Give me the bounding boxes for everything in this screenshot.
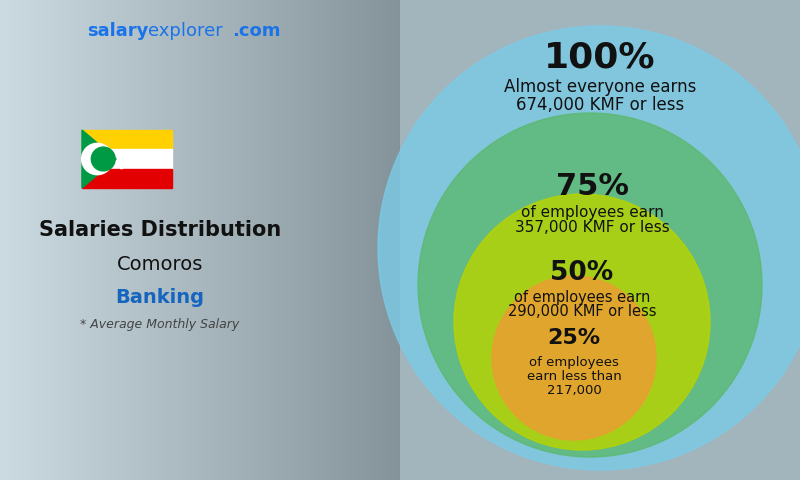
Text: earn less than: earn less than [526, 370, 622, 383]
Circle shape [91, 147, 115, 171]
Text: of employees earn: of employees earn [514, 290, 650, 305]
Text: of employees: of employees [529, 356, 619, 369]
Circle shape [492, 276, 656, 440]
Text: 50%: 50% [550, 260, 614, 286]
Bar [82, 130, 172, 149]
Text: Comoros: Comoros [117, 255, 203, 274]
Text: * Average Monthly Salary: * Average Monthly Salary [80, 318, 240, 331]
Text: 217,000: 217,000 [546, 384, 602, 397]
Text: 357,000 KMF or less: 357,000 KMF or less [514, 220, 670, 235]
Circle shape [378, 26, 800, 470]
Circle shape [454, 194, 710, 450]
Text: 100%: 100% [544, 40, 656, 74]
Text: Salaries Distribution: Salaries Distribution [39, 220, 281, 240]
Circle shape [418, 113, 762, 457]
Text: 674,000 KMF or less: 674,000 KMF or less [516, 96, 684, 114]
Text: Banking: Banking [115, 288, 205, 307]
Text: 290,000 KMF or less: 290,000 KMF or less [508, 304, 656, 319]
Text: of employees earn: of employees earn [521, 205, 663, 220]
Text: 75%: 75% [555, 172, 629, 201]
Bar [82, 149, 172, 168]
Text: explorer: explorer [148, 22, 222, 40]
Text: .com: .com [232, 22, 281, 40]
Text: 25%: 25% [547, 328, 601, 348]
Bar [82, 168, 172, 188]
Text: Almost everyone earns: Almost everyone earns [504, 78, 696, 96]
Text: salary: salary [86, 22, 148, 40]
Polygon shape [82, 130, 116, 188]
Circle shape [82, 144, 113, 175]
